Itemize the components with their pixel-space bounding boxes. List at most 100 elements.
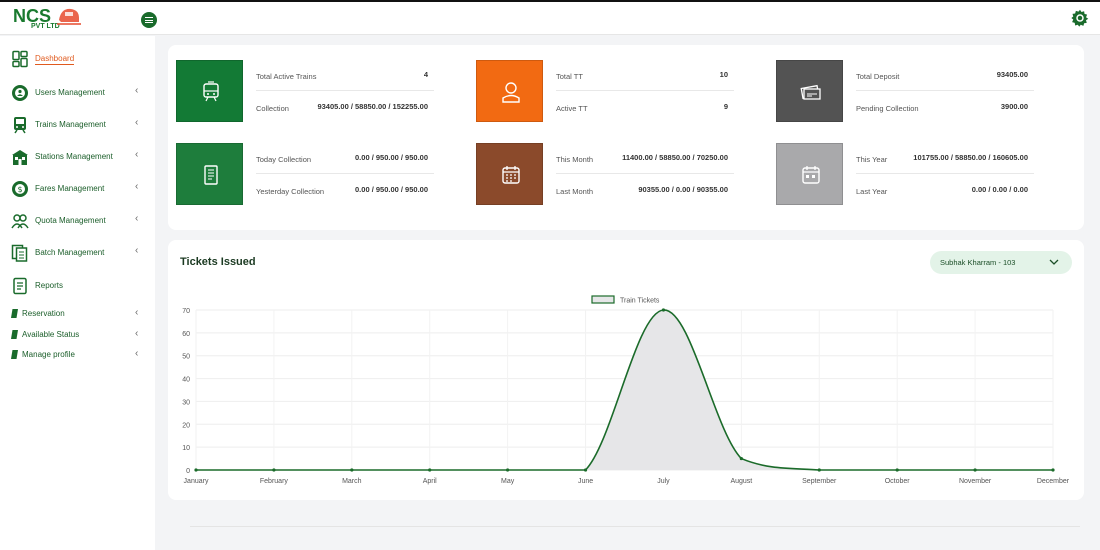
chevron-down-icon [1049, 259, 1059, 265]
stat-label: Last Month [556, 187, 594, 196]
sidebar-item-reports[interactable]: Reports [0, 275, 155, 299]
stat-icon-box [776, 60, 843, 122]
stat-today-collection: Today Collection 0.00 / 950.00 / 950.00 Y… [176, 143, 436, 205]
series-area [196, 309, 1053, 470]
stat-value: 93405.00 [996, 70, 1028, 79]
sidebar-item-manage-profile[interactable]: Manage profile ‹ [0, 347, 155, 363]
stat-label: Collection [256, 104, 289, 113]
data-point [739, 456, 743, 461]
calendar-icon [502, 166, 520, 184]
menu-toggle-button[interactable] [141, 12, 157, 28]
chevron-left-icon: ‹ [135, 181, 139, 192]
data-point [350, 468, 354, 472]
stat-total-active-trains: Total Active Trains 4 Collection 93405.00 … [176, 60, 436, 122]
sidebar-item-trains-management[interactable]: Trains Management ‹ [0, 114, 155, 138]
svg-text:$: $ [17, 185, 22, 194]
sidebar-item-label: Available Status [22, 330, 80, 339]
stat-icon-box [176, 143, 243, 205]
chevron-left-icon: ‹ [135, 348, 139, 359]
stat-label: Pending Collection [856, 104, 919, 113]
report-icon [13, 277, 27, 295]
train-logo-icon [57, 8, 81, 25]
x-tick-label: January [184, 478, 209, 485]
sidebar-item-available-status[interactable]: Available Status ‹ [0, 327, 155, 343]
stat-this-month: This Month 11400.00 / 58850.00 / 70250.00… [476, 143, 736, 205]
y-tick-label: 40 [182, 377, 190, 384]
stat-value: 4 [423, 70, 428, 79]
tickets-issued-panel: Tickets Issued Subhak Kharram - 103 0 10 2… [168, 240, 1084, 500]
train-icon [203, 81, 219, 102]
x-tick-label: December [1037, 478, 1070, 485]
calendar-icon [802, 166, 820, 184]
stat-icon-box [476, 143, 543, 205]
doc-icon [11, 350, 18, 359]
sidebar-item-quota-management[interactable]: Quota Management ‹ [0, 210, 155, 234]
brand-sub: PVT LTD [31, 23, 60, 30]
y-tick-label: 30 [182, 399, 190, 406]
stat-value: 10 [719, 70, 728, 79]
data-point [661, 308, 666, 312]
x-tick-label: September [802, 478, 837, 485]
receipt-icon [204, 165, 218, 185]
stat-label: This Month [556, 155, 594, 164]
sidebar-item-label: Reports [35, 281, 64, 290]
fare-gear-icon: $ [12, 181, 28, 197]
chart-title: Tickets Issued [180, 256, 256, 268]
legend-swatch [591, 295, 615, 304]
stat-icon-box [776, 143, 843, 205]
chevron-left-icon: ‹ [135, 328, 139, 339]
sidebar-item-batch-management[interactable]: Batch Management ‹ [0, 242, 155, 266]
train-icon [14, 117, 26, 134]
x-tick-label: March [342, 478, 362, 485]
user-select-value: Subhak Kharram - 103 [940, 258, 1016, 267]
chevron-left-icon: ‹ [135, 85, 139, 96]
sidebar-item-label: Batch Management [35, 248, 105, 257]
x-tick-label: July [657, 478, 670, 485]
sidebar-item-label: Trains Management [35, 120, 106, 129]
stat-value: 9 [723, 102, 728, 111]
chevron-left-icon: ‹ [135, 307, 139, 318]
settings-gear-icon[interactable] [1071, 9, 1089, 27]
y-tick-label: 50 [182, 354, 190, 361]
sidebar-item-fares-management[interactable]: $ Fares Management ‹ [0, 178, 155, 202]
sidebar: Dashboard Users Management ‹ Trains Mana… [0, 36, 155, 550]
footer-divider [190, 526, 1080, 527]
sidebar-item-stations-management[interactable]: Stations Management ‹ [0, 146, 155, 170]
stat-value: 0.00 / 950.00 / 950.00 [355, 153, 428, 162]
brand-name: NCS [13, 6, 52, 26]
stat-total-tt: Total TT 10 Active TT 9 [476, 60, 736, 122]
stat-value: 90355.00 / 0.00 / 90355.00 [638, 185, 728, 194]
x-tick-label: May [501, 478, 515, 485]
sidebar-item-label: Stations Management [35, 152, 113, 161]
stat-label: Total Deposit [856, 72, 900, 81]
data-point [1051, 468, 1055, 472]
stats-panel: Total Active Trains 4 Collection 93405.00 … [168, 45, 1084, 230]
users-gear-icon [12, 85, 28, 101]
data-point [428, 468, 432, 472]
sidebar-item-reservation[interactable]: Reservation ‹ [0, 306, 155, 322]
brand-logo[interactable]: NCS PVT LTD [13, 6, 83, 34]
data-point [194, 468, 198, 472]
x-tick-label: April [423, 478, 437, 485]
data-point [506, 468, 510, 472]
sidebar-item-label: Quota Management [35, 216, 106, 225]
chevron-left-icon: ‹ [135, 213, 139, 224]
stat-value: 0.00 / 950.00 / 950.00 [355, 185, 428, 194]
x-tick-label: August [730, 478, 752, 485]
x-tick-label: October [885, 478, 911, 485]
station-icon [12, 150, 28, 165]
user-select-dropdown[interactable]: Subhak Kharram - 103 [930, 251, 1072, 274]
stat-label: Yesterday Collection [256, 187, 325, 196]
sidebar-item-label: Users Management [35, 88, 105, 97]
y-tick-label: 20 [182, 422, 190, 429]
data-point [583, 468, 588, 472]
sidebar-item-dashboard[interactable]: Dashboard [0, 48, 155, 72]
sidebar-item-label: Manage profile [22, 350, 75, 359]
chevron-left-icon: ‹ [135, 245, 139, 256]
stat-label: Today Collection [256, 155, 312, 164]
tickets-chart: 0 10 20 30 40 50 60 70 January February March April… [182, 295, 1070, 485]
x-tick-label: June [578, 478, 593, 485]
y-tick-label: 70 [182, 308, 190, 315]
stat-this-year: This Year 101755.00 / 58850.00 / 160605.0… [776, 143, 1036, 205]
sidebar-item-users-management[interactable]: Users Management ‹ [0, 82, 155, 106]
